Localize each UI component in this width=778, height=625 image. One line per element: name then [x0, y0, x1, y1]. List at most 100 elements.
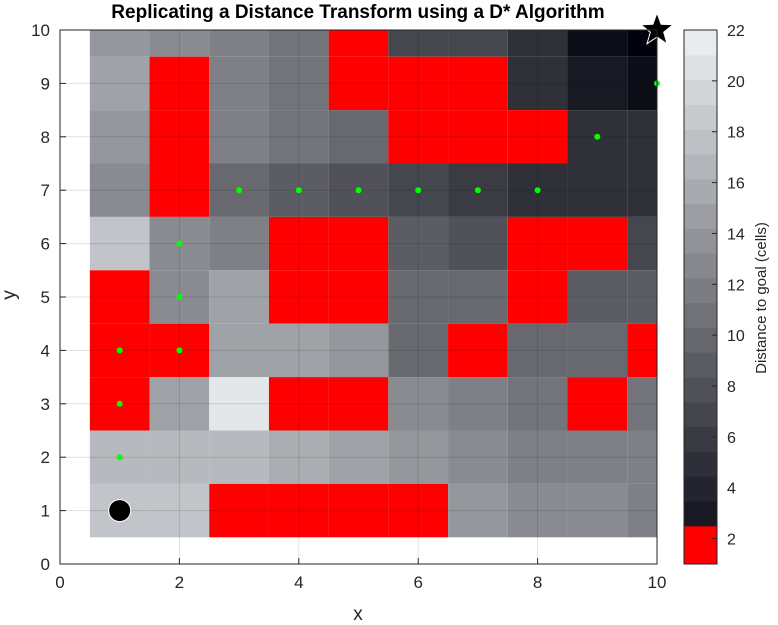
heatmap-cell	[627, 56, 657, 111]
colorbar-segment	[684, 302, 717, 329]
colorbar-segment	[684, 277, 717, 304]
heatmap-cell	[268, 270, 329, 324]
chart-title: Replicating a Distance Transform using a…	[111, 2, 604, 23]
heatmap-cell	[209, 56, 269, 111]
heatmap-cell	[388, 56, 449, 111]
x-axis-label: x	[353, 604, 363, 625]
heatmap-cell	[627, 216, 657, 271]
heatmap-cell	[388, 377, 449, 431]
heatmap-cell	[209, 270, 269, 324]
heatmap-cell	[448, 56, 508, 111]
colorbar-segment	[684, 352, 717, 378]
y-axis-label: y	[0, 290, 20, 300]
y-tick-label: 6	[41, 235, 50, 254]
colorbar-tick-label: 14	[727, 226, 745, 243]
y-tick-label: 9	[41, 74, 50, 93]
heatmap-cell	[627, 377, 657, 431]
heatmap-cell	[567, 270, 628, 324]
path-point	[594, 133, 601, 140]
path-point	[176, 347, 183, 354]
heatmap-cell	[209, 110, 269, 164]
path-point	[295, 187, 302, 194]
x-tick-label: 6	[413, 573, 422, 592]
colorbar-segment	[684, 253, 717, 279]
colorbar-segment	[684, 79, 717, 105]
colorbar-segment	[684, 54, 717, 81]
path-point	[176, 240, 183, 247]
colorbar-segment	[684, 203, 717, 229]
colorbar-label: Distance to goal (cells)	[753, 222, 770, 374]
colorbar-segment	[684, 476, 717, 502]
colorbar-tick-label: 12	[727, 277, 745, 294]
path-points	[116, 27, 660, 514]
heatmap-cell	[507, 483, 568, 538]
path-point	[116, 400, 123, 407]
heatmap-cell	[328, 30, 389, 57]
heatmap-cell	[388, 323, 449, 378]
path-point	[355, 187, 362, 194]
y-tick-label: 8	[41, 128, 50, 147]
heatmap-cell	[448, 270, 508, 324]
y-tick-label: 2	[41, 448, 50, 467]
heatmap-cell	[209, 216, 269, 271]
colorbar	[683, 29, 718, 565]
heatmap-cell	[328, 56, 389, 111]
colorbar-segment	[684, 377, 717, 403]
heatmap-cell	[388, 110, 449, 164]
heatmap-cell	[149, 110, 210, 164]
colorbar-segment	[684, 426, 717, 452]
colorbar-segment	[684, 501, 717, 527]
heatmap-cell	[268, 216, 329, 271]
x-tick-label: 2	[175, 573, 184, 592]
heatmap-cell	[507, 30, 568, 57]
heatmap-cell	[388, 30, 449, 57]
heatmap-cell	[209, 30, 269, 57]
colorbar-tick-label: 22	[727, 23, 745, 40]
heatmap-cell	[507, 56, 568, 111]
heatmap-cell	[507, 377, 568, 431]
path-point	[474, 187, 481, 194]
colorbar-segment	[684, 451, 717, 477]
path-point	[176, 294, 183, 300]
heatmap-cell	[268, 30, 329, 57]
y-tick-label: 4	[41, 341, 50, 360]
y-tick-label: 3	[41, 395, 50, 414]
path-point	[534, 187, 541, 194]
heatmap-cell	[567, 56, 628, 111]
colorbar-tick-label: 4	[727, 481, 736, 498]
heatmap-cell	[268, 110, 329, 164]
heatmap-cell	[89, 110, 150, 164]
heatmap-cell	[448, 216, 508, 271]
heatmap-cell	[627, 163, 657, 217]
heatmap-cell	[268, 430, 329, 484]
x-tick-label: 10	[648, 573, 667, 592]
heatmap-cell	[149, 56, 210, 111]
heatmap-cell	[448, 30, 508, 57]
heatmap-cell	[149, 163, 210, 217]
heatmap-cell	[328, 270, 389, 324]
y-tick-label: 10	[31, 21, 50, 40]
heatmap-cell	[209, 323, 269, 378]
heatmap-cell	[567, 377, 628, 431]
colorbar-tick-label: 20	[727, 74, 745, 91]
colorbar-tick-label: 6	[727, 430, 736, 447]
y-tick-label: 7	[41, 181, 50, 200]
colorbar-segment	[684, 525, 717, 564]
heatmap-cell	[627, 270, 657, 324]
heatmap-cell	[328, 323, 389, 378]
heatmap-cell	[268, 323, 329, 378]
y-tick-label: 0	[41, 555, 50, 574]
y-tick-label: 1	[41, 502, 50, 521]
colorbar-segment	[684, 178, 717, 205]
heatmap-cell	[448, 110, 508, 164]
heatmap-cell	[209, 483, 269, 538]
heatmap-cell	[328, 216, 389, 271]
colorbar-segment	[684, 401, 717, 428]
heatmap-cell	[627, 323, 657, 378]
heatmap-cell	[209, 430, 269, 484]
colorbar-segment	[684, 129, 717, 155]
colorbar-segment	[684, 30, 717, 56]
heatmap-cell	[567, 483, 628, 538]
colorbar-segment	[684, 104, 717, 130]
heatmap-cell	[567, 430, 628, 484]
